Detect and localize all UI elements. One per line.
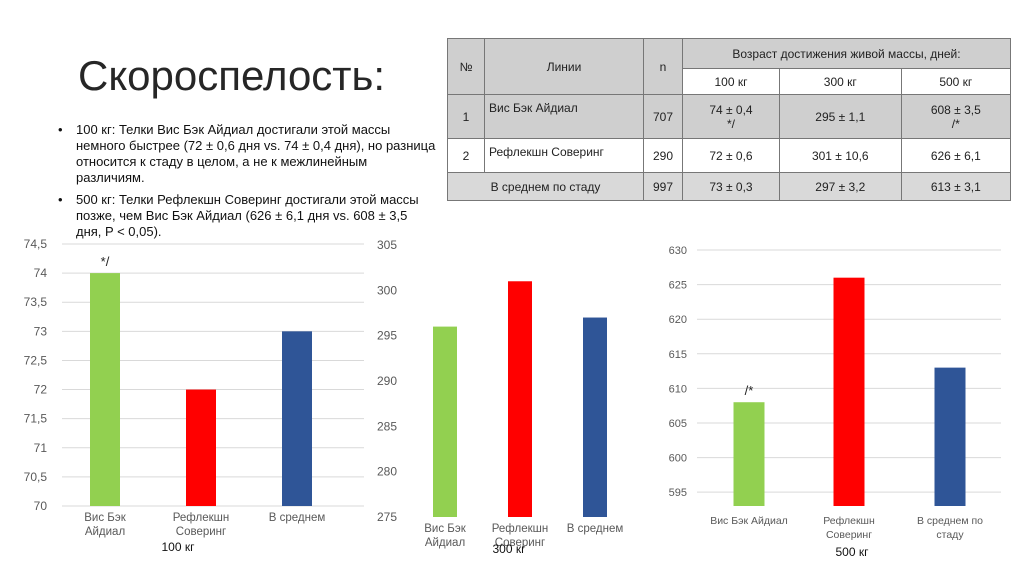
- chart-caption: 500 кг: [836, 545, 870, 559]
- row-v300: 301 ± 10,6: [778, 138, 902, 173]
- header-num: №: [447, 38, 485, 95]
- results-table: № Линии n Возраст достижения живой массы…: [447, 38, 1012, 201]
- category-label: В среднем: [567, 523, 624, 535]
- y-tick-label: 72: [34, 383, 48, 397]
- y-tick-label: 595: [669, 487, 687, 499]
- y-tick-label: 74: [34, 266, 48, 280]
- y-tick-label: 605: [669, 418, 687, 430]
- y-tick-label: 70: [34, 499, 48, 513]
- header-100kg: 100 кг: [682, 68, 780, 95]
- y-tick-label: 71,5: [24, 412, 48, 426]
- bar-annotation: /*: [745, 383, 754, 398]
- bar-annotation: */: [101, 254, 110, 269]
- chart-caption: 100 кг: [162, 540, 196, 554]
- y-tick-label: 610: [669, 383, 687, 395]
- y-tick-label: 295: [377, 329, 397, 343]
- row-n: 290: [643, 138, 683, 173]
- y-tick-label: 73,5: [24, 295, 48, 309]
- row-v300: 295 ± 1,1: [778, 94, 902, 139]
- category-label: В среднем по стаду: [917, 515, 983, 541]
- avg-v500: 613 ± 3,1: [900, 172, 1012, 201]
- bullet-100kg: 100 кг: Телки Вис Бэк Айдиал достигали э…: [56, 122, 436, 186]
- row-num: 1: [447, 94, 485, 139]
- avg-v300: 297 ± 3,2: [778, 172, 902, 201]
- y-tick-label: 71: [34, 441, 48, 455]
- category-label: Вис Бэк Айдиал: [710, 515, 788, 527]
- slide-title: Скороспелость:: [78, 52, 386, 99]
- row-num: 2: [447, 138, 485, 173]
- category-label: Вис Бэк Айдиал: [84, 512, 126, 538]
- category-label: В среднем: [269, 512, 326, 524]
- table-row: 2 Рефлекшн Соверинг 290 72 ± 0,6 301 ± 1…: [447, 138, 1012, 173]
- row-v100-mark: */: [726, 116, 735, 131]
- category-label: Рефлекшн Соверинг: [173, 512, 229, 538]
- chart-caption: 300 кг: [493, 542, 527, 556]
- header-lines: Линии: [484, 38, 644, 95]
- row-v100-value: 74 ± 0,4: [709, 102, 753, 117]
- bullet-list: 100 кг: Телки Вис Бэк Айдиал достигали э…: [56, 122, 436, 246]
- table-subheader-row: 100 кг 300 кг 500 кг: [448, 68, 1012, 95]
- y-tick-label: 72,5: [24, 353, 48, 367]
- bar: [733, 402, 765, 506]
- y-tick-label: 630: [669, 245, 687, 257]
- row-v100: 74 ± 0,4 */: [682, 94, 780, 139]
- y-tick-label: 285: [377, 419, 397, 433]
- y-tick-label: 290: [377, 374, 397, 388]
- row-line: Вис Бэк Айдиал: [484, 94, 644, 139]
- row-n: 707: [643, 94, 683, 139]
- bar: [186, 389, 216, 506]
- category-label: Рефлекшн Соверинг: [492, 523, 548, 549]
- bar: [433, 326, 457, 517]
- y-tick-label: 615: [669, 349, 687, 361]
- avg-v100: 73 ± 0,3: [682, 172, 780, 201]
- row-v500: 626 ± 6,1: [900, 138, 1012, 173]
- table-header-row: № Линии n Возраст достижения живой массы…: [447, 38, 1011, 95]
- y-tick-label: 70,5: [24, 470, 48, 484]
- row-line: Рефлекшн Соверинг: [484, 138, 644, 173]
- y-tick-label: 300: [377, 283, 397, 297]
- y-tick-label: 73: [34, 324, 48, 338]
- bar: [90, 273, 120, 506]
- y-tick-label: 74,5: [24, 237, 48, 251]
- y-tick-label: 280: [377, 465, 397, 479]
- bullet-500kg: 500 кг: Телки Рефлекшн Соверинг достигал…: [56, 192, 436, 240]
- bar: [934, 367, 966, 506]
- header-n: n: [643, 38, 683, 95]
- row-v100: 72 ± 0,6: [682, 138, 780, 173]
- avg-n: 997: [643, 172, 683, 201]
- category-label: Рефлекшн Соверинг: [823, 515, 875, 541]
- y-tick-label: 305: [377, 238, 397, 252]
- category-label: Вис Бэк Айдиал: [424, 523, 466, 549]
- bar: [508, 281, 532, 517]
- bar: [833, 277, 865, 506]
- y-tick-label: 625: [669, 280, 687, 292]
- header-group: Возраст достижения живой массы, дней:: [682, 38, 1011, 69]
- table-avg-row: В среднем по стаду 997 73 ± 0,3 297 ± 3,…: [447, 172, 1012, 201]
- y-tick-label: 620: [669, 314, 687, 326]
- y-tick-label: 275: [377, 510, 397, 524]
- table-row: 1 Вис Бэк Айдиал 707 74 ± 0,4 */ 295 ± 1…: [447, 94, 1012, 139]
- bar: [583, 317, 607, 517]
- y-tick-label: 600: [669, 453, 687, 465]
- row-v500-value: 608 ± 3,5: [930, 102, 981, 117]
- bar: [282, 331, 312, 506]
- avg-label: В среднем по стаду: [447, 172, 644, 201]
- row-v500-mark: /*: [951, 116, 960, 131]
